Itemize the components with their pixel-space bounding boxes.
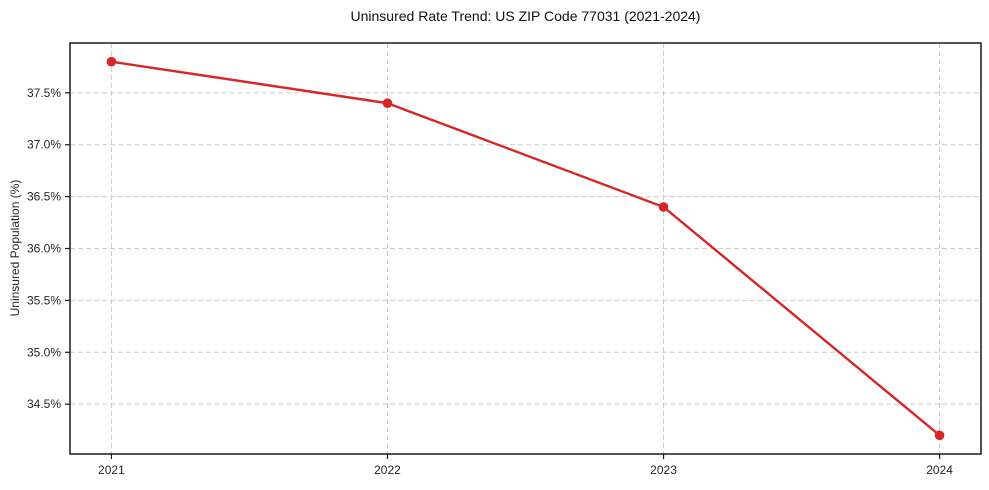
x-tick-label: 2022 (374, 463, 401, 477)
y-tick-label: 37.0% (27, 138, 61, 152)
data-point-marker (934, 430, 945, 441)
x-tick-label: 2023 (650, 463, 677, 477)
x-tick-label: 2024 (926, 463, 953, 477)
x-tick-label: 2021 (98, 463, 125, 477)
data-point-marker (106, 56, 117, 67)
y-axis-label: Uninsured Population (%) (8, 179, 22, 317)
data-point-marker (382, 98, 393, 108)
trend-line (110, 60, 941, 437)
y-tick-label: 36.5% (27, 190, 61, 204)
y-tick-label: 36.0% (27, 242, 61, 256)
chart-title: Uninsured Rate Trend: US ZIP Code 77031 … (350, 8, 701, 24)
y-tick-label: 37.5% (27, 86, 61, 100)
y-tick-label: 35.0% (27, 345, 61, 359)
y-tick-label: 35.5% (27, 293, 61, 307)
y-tick-label: 34.5% (27, 397, 61, 411)
data-point-marker (658, 202, 669, 212)
